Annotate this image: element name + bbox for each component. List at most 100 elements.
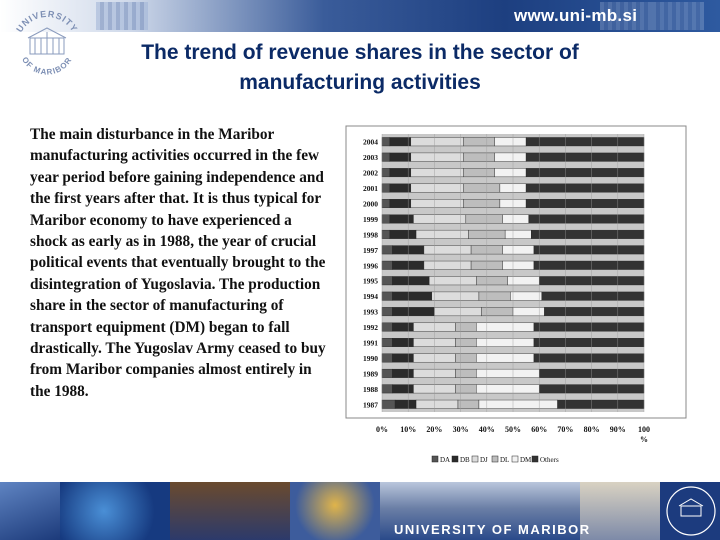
title-line-1: The trend of revenue shares in the secto… xyxy=(141,41,579,64)
bar-segment-db xyxy=(389,168,412,178)
bar-segment-others xyxy=(525,168,645,178)
legend-swatch xyxy=(451,455,459,463)
bar-segment-dm xyxy=(502,260,535,270)
y-tick-label: 1993 xyxy=(363,308,378,317)
bar-segment-dm xyxy=(494,152,527,162)
y-tick-label: 1991 xyxy=(363,339,378,348)
bar-segment-dl xyxy=(463,152,495,162)
footer-seal-logo xyxy=(666,486,716,536)
footer-photo xyxy=(60,482,170,540)
bar-segment-dj xyxy=(410,199,464,208)
bar-segment-dm xyxy=(504,229,532,239)
bar-segment-dl xyxy=(478,291,511,301)
bar-segment-dm xyxy=(502,214,529,224)
x-tick-label: 40% xyxy=(479,425,495,434)
bar-segment-others xyxy=(533,338,645,347)
footer-photo xyxy=(0,482,60,540)
bar-segment-others xyxy=(525,199,645,208)
bar-segment-db xyxy=(392,368,414,378)
bar-segment-dj xyxy=(415,399,459,409)
y-tick-label: 1988 xyxy=(363,385,378,394)
bar-segment-dj xyxy=(434,307,482,317)
bar-segment-others xyxy=(557,399,645,409)
footer-banner xyxy=(0,482,720,540)
x-tick-label: 30% xyxy=(453,425,469,434)
bar-segment-dl xyxy=(455,368,477,378)
bar-segment-dm xyxy=(476,338,535,347)
x-unit-label: % xyxy=(640,435,648,444)
bar-segment-dl xyxy=(463,137,495,147)
footer-university-label: UNIVERSITY OF MARIBOR xyxy=(394,522,591,537)
legend-entry: DB xyxy=(460,456,470,464)
y-tick-label: 1990 xyxy=(363,354,378,363)
website-url[interactable]: www.uni-mb.si xyxy=(514,6,638,25)
bar-segment-da xyxy=(381,322,393,332)
bar-segment-others xyxy=(528,214,645,224)
bar-segment-db xyxy=(392,338,414,347)
bar-segment-dm xyxy=(476,368,540,378)
x-tick-label: 0% xyxy=(376,425,388,434)
bar-segment-others xyxy=(533,322,645,332)
slide-title: The trend of revenue shares in the secto… xyxy=(90,38,630,98)
bar-segment-dm xyxy=(494,168,527,178)
bar-segment-dj xyxy=(410,168,464,178)
header-building-image xyxy=(96,2,148,30)
bar-segment-da xyxy=(381,276,393,286)
bar-segment-da xyxy=(381,214,391,224)
bar-segment-da xyxy=(381,137,391,147)
bar-segment-dl xyxy=(463,183,501,193)
bar-segment-db xyxy=(389,214,414,224)
bar-segment-da xyxy=(381,199,391,208)
x-tick-label: 80% xyxy=(584,425,600,434)
bar-segment-db xyxy=(392,307,435,317)
bar-segment-others xyxy=(531,229,645,239)
bar-segment-da xyxy=(381,307,393,317)
footer-photo xyxy=(170,482,290,540)
bar-segment-dm xyxy=(507,276,540,286)
university-seal-logo: UNIVERSITY OF MARIBOR xyxy=(14,9,79,77)
body-paragraph: The main disturbance in the Maribor manu… xyxy=(30,126,326,400)
header-bar: www.uni-mb.si xyxy=(0,0,720,32)
x-tick-label: 90% xyxy=(610,425,626,434)
bar-segment-dj xyxy=(410,183,464,193)
bar-segment-dm xyxy=(476,384,540,394)
bar-segment-dm xyxy=(494,137,527,147)
y-tick-label: 2002 xyxy=(363,169,378,178)
bar-segment-dl xyxy=(455,322,477,332)
bar-segment-dj xyxy=(431,291,480,301)
y-tick-label: 1996 xyxy=(363,261,378,270)
y-tick-label: 1994 xyxy=(363,292,378,301)
bar-segment-db xyxy=(392,322,414,332)
bar-segment-da xyxy=(381,229,391,239)
bar-segment-db xyxy=(389,229,417,239)
legend-entry: DJ xyxy=(480,456,488,464)
bar-segment-db xyxy=(394,399,417,409)
x-tick-label: 50% xyxy=(505,425,521,434)
bar-segment-dl xyxy=(463,199,501,208)
footer-photo xyxy=(580,482,660,540)
bar-segment-others xyxy=(533,260,645,270)
bar-segment-db xyxy=(389,183,412,193)
legend-entry: DA xyxy=(440,456,450,464)
legend-swatch xyxy=(431,455,439,463)
footer-photo xyxy=(380,482,580,540)
bar-segment-dj xyxy=(410,152,464,162)
bar-segment-dj xyxy=(410,137,464,147)
header-building-image xyxy=(652,2,704,30)
legend-swatch xyxy=(511,455,519,463)
y-tick-label: 1997 xyxy=(363,246,378,255)
bar-segment-dl xyxy=(455,353,477,363)
bar-segment-dm xyxy=(478,399,558,409)
y-tick-label: 2003 xyxy=(363,153,378,162)
bar-segment-dj xyxy=(423,260,472,270)
x-tick-label: 70% xyxy=(557,425,573,434)
bar-segment-dl xyxy=(455,338,477,347)
bar-segment-dl xyxy=(481,307,514,317)
bar-segment-others xyxy=(541,291,645,301)
bar-segment-db xyxy=(389,199,412,208)
bar-segment-dl xyxy=(463,168,495,178)
bar-segment-dm xyxy=(512,307,545,317)
bar-segment-others xyxy=(525,183,645,193)
revenue-share-chart: 2004 2003 2002 2001 2000 1999 1998 1997 1996 1995… xyxy=(345,125,687,464)
bar-segment-db xyxy=(389,152,412,162)
